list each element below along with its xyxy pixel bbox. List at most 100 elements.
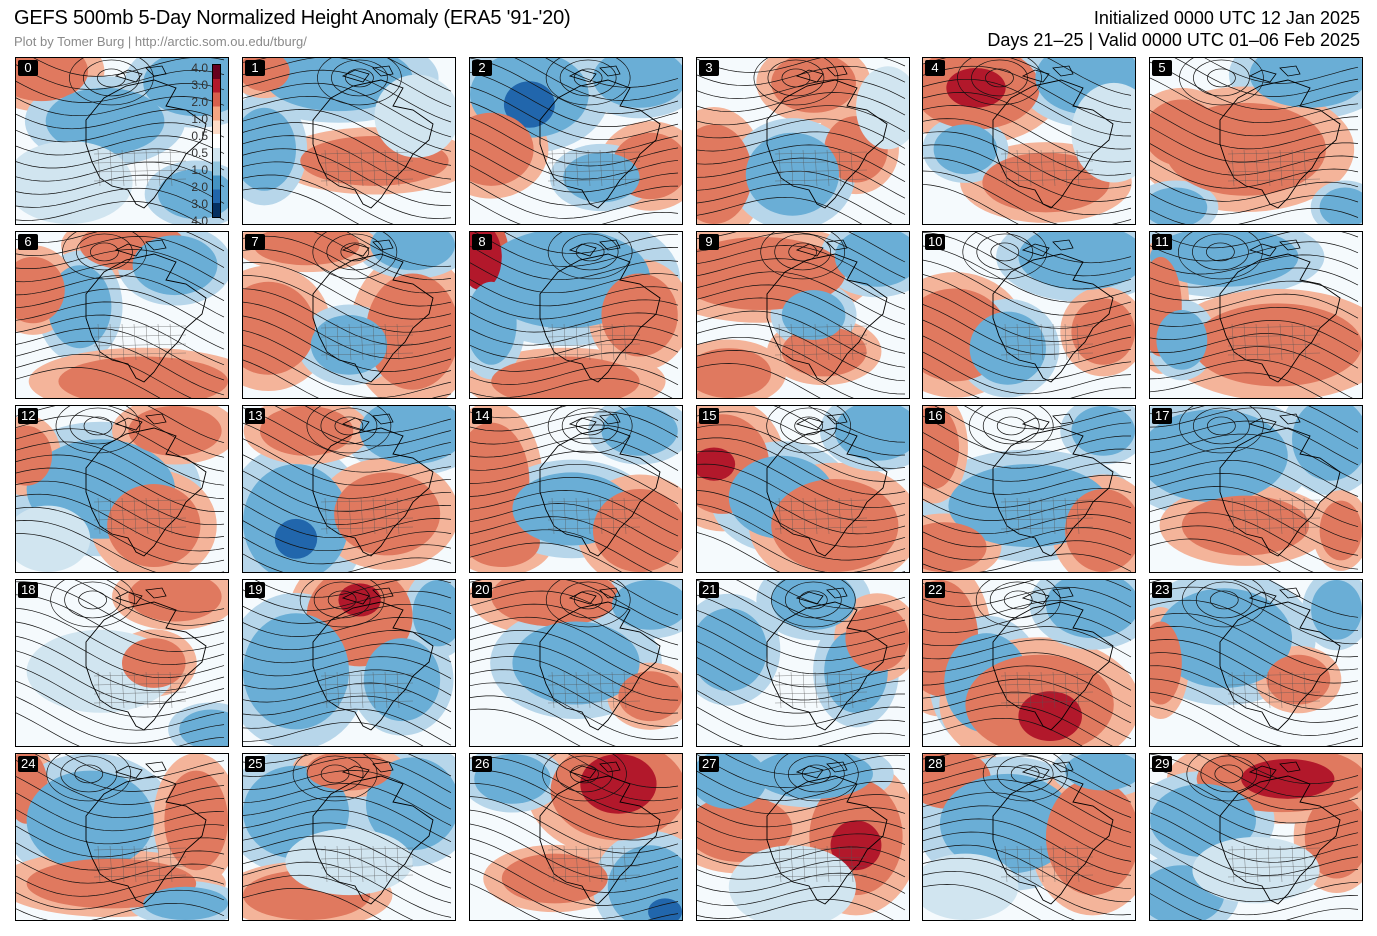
height-contours [923, 580, 1132, 746]
map-panel-18: 18 [15, 579, 229, 747]
anomaly-map [16, 754, 228, 920]
anomaly-map [697, 232, 909, 398]
arctic-islands [795, 65, 848, 83]
anomaly-blob [1319, 500, 1362, 561]
anomaly-blob [107, 484, 201, 568]
height-contours [1150, 406, 1359, 572]
map-panel-2: 2 [469, 57, 683, 225]
valid-time: Days 21–25 | Valid 0000 UTC 01–06 Feb 20… [987, 30, 1360, 50]
panel-number: 11 [1152, 234, 1172, 250]
height-contours [923, 232, 1132, 398]
state-borders [774, 845, 868, 883]
anomaly-blob [1150, 783, 1256, 857]
anomaly-blob [470, 112, 534, 186]
anomaly-blob [969, 311, 1046, 385]
state-borders [547, 671, 641, 709]
arctic-islands [341, 413, 394, 431]
anomaly-blob [1150, 99, 1220, 166]
anomaly-blob [143, 58, 228, 117]
init-time: Initialized 0000 UTC 12 Jan 2025 [1093, 8, 1360, 28]
anomaly-blob [856, 66, 909, 150]
anomaly-map [697, 406, 909, 572]
state-borders [774, 497, 868, 535]
panel-number: 21 [699, 582, 720, 598]
anomaly-blob [338, 583, 381, 617]
arctic-islands [114, 413, 167, 431]
anomaly-blob [923, 522, 987, 572]
map-panel-14: 14 [469, 405, 683, 573]
state-borders [93, 149, 187, 187]
anomaly-blob [1018, 232, 1135, 291]
anomaly-blob [128, 406, 222, 456]
arctic-islands [1248, 239, 1301, 257]
anomaly-blob [830, 820, 882, 871]
state-borders [1227, 845, 1321, 883]
arctic-islands [1021, 65, 1074, 83]
panel-number: 27 [699, 756, 720, 772]
arctic-islands [1248, 413, 1301, 431]
panel-number: 24 [18, 756, 39, 772]
anomaly-blob [58, 356, 228, 398]
map-panel-4: 4 [922, 57, 1136, 225]
map-panel-1: 1 [242, 57, 456, 225]
map-panel-11: 11 [1149, 231, 1363, 399]
state-borders [774, 671, 868, 709]
arctic-islands [795, 587, 848, 605]
anomaly-blob [1156, 588, 1293, 688]
anomaly-blob [1304, 795, 1362, 879]
state-borders [1000, 497, 1094, 535]
anomaly-map [243, 580, 455, 746]
map-panel-19: 19 [242, 579, 456, 747]
arctic-islands [1248, 65, 1301, 83]
anomaly-map [470, 406, 682, 572]
map-panel-5: 5 [1149, 57, 1363, 225]
state-borders [1000, 845, 1094, 883]
anomaly-blob [365, 757, 455, 851]
panel-number: 14 [472, 408, 493, 424]
map-panel-28: 28 [922, 753, 1136, 921]
colorbar-tick: 2.0 [191, 95, 208, 109]
map-panel-20: 20 [469, 579, 683, 747]
figure-credit: Plot by Tomer Burg | http://arctic.som.o… [14, 34, 307, 49]
anomaly-map [1150, 232, 1362, 398]
panel-number: 10 [925, 234, 946, 250]
state-borders [320, 497, 414, 535]
state-borders [774, 323, 868, 361]
anomaly-blob [1065, 489, 1135, 572]
arctic-islands [568, 761, 621, 779]
panel-number: 8 [472, 234, 492, 250]
anomaly-blob [243, 613, 349, 730]
map-panel-6: 6 [15, 231, 229, 399]
state-borders [320, 149, 414, 187]
state-borders [1000, 671, 1094, 709]
height-contours [16, 754, 225, 920]
panel-number: 18 [18, 582, 39, 598]
map-panel-23: 23 [1149, 579, 1363, 747]
panel-number: 9 [699, 234, 719, 250]
panel-number: 20 [472, 582, 493, 598]
anomaly-map [923, 754, 1135, 920]
arctic-islands [1248, 587, 1301, 605]
height-contours [243, 232, 452, 398]
colorbar-tick: 3.0 [191, 78, 208, 92]
map-panel-25: 25 [242, 753, 456, 921]
panel-number: 25 [245, 756, 266, 772]
state-borders [93, 671, 187, 709]
colorbar-tick: 4.0 [191, 214, 208, 225]
anomaly-map [697, 754, 909, 920]
arctic-islands [568, 413, 621, 431]
map-panel-12: 12 [15, 405, 229, 573]
height-contours [1150, 754, 1359, 920]
panel-number: 1 [245, 60, 265, 76]
anomaly-blob [310, 315, 388, 375]
height-contours [1150, 58, 1359, 224]
anomaly-blob [158, 169, 228, 220]
height-contours [243, 406, 452, 572]
panel-number: 7 [245, 234, 265, 250]
anomaly-blob [259, 406, 354, 456]
anomaly-map [697, 58, 909, 224]
anomaly-blob [923, 853, 1019, 920]
anomaly-blob [1311, 580, 1362, 640]
anomaly-blob [1065, 754, 1135, 791]
height-contours [697, 406, 906, 572]
